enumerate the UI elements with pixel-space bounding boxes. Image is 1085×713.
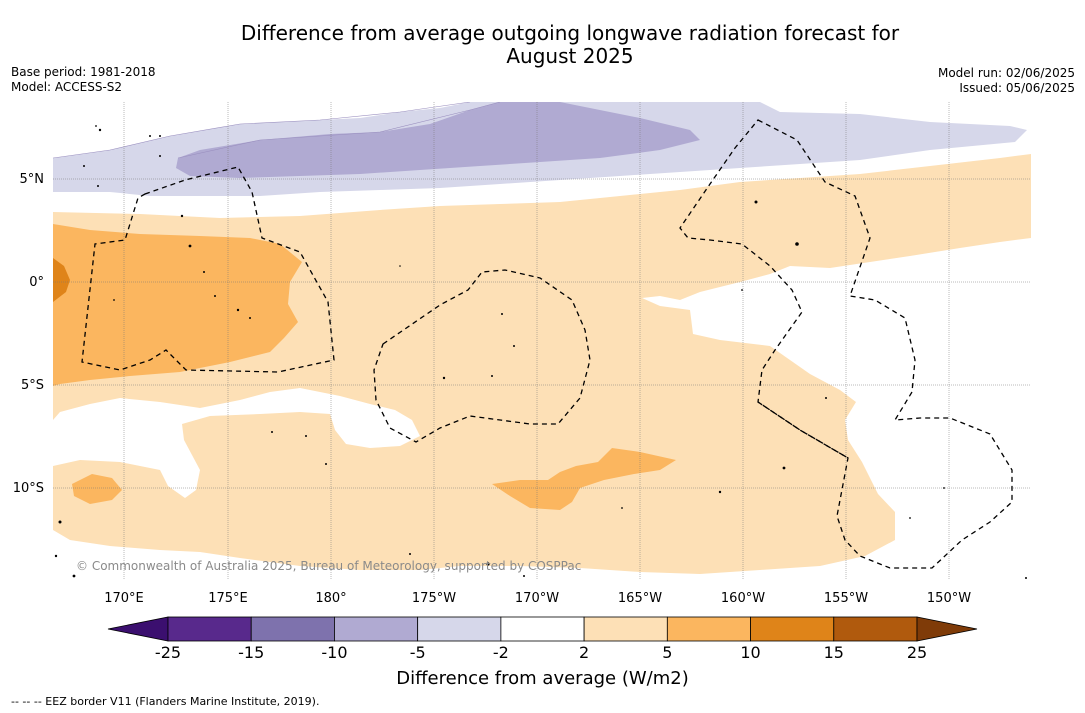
lat-label: 10°S	[13, 481, 44, 496]
colorbar-tick-label: 5	[662, 643, 672, 662]
colorbar-tick-label: -10	[321, 643, 347, 662]
islands	[54, 125, 1027, 579]
gridlines	[53, 102, 1031, 580]
lon-label: 175°W	[412, 591, 456, 606]
eez-border-line-islands	[679, 119, 1013, 569]
colorbar-extend-high	[916, 616, 978, 642]
base-period: Base period: 1981-2018	[11, 65, 156, 79]
lat-labels: 5°N 0° 5°S 10°S	[13, 172, 44, 496]
colorbar-tick-label: -2	[493, 643, 509, 662]
map-area	[53, 102, 1031, 580]
lon-label: 175°E	[208, 591, 248, 606]
lat-label: 5°N	[20, 172, 45, 187]
colorbar-tick-label: -5	[410, 643, 426, 662]
lon-label: 150°W	[927, 591, 971, 606]
colorbar-tick-label: 2	[579, 643, 589, 662]
colorbar-segment	[833, 616, 918, 642]
anomaly-pos-medium-small	[72, 474, 122, 504]
colorbar-segment	[666, 616, 751, 642]
colorbar: -25 -15 -10 -5 -2 2 5 10 15 25	[107, 616, 978, 662]
colorbar-segment	[417, 616, 502, 642]
contour-lines	[53, 102, 501, 159]
lon-label: 160°W	[721, 591, 765, 606]
title-line-1: Difference from average outgoing longwav…	[240, 21, 900, 45]
colorbar-segment	[250, 616, 335, 642]
anomaly-pos-medium-south	[492, 448, 676, 510]
colorbar-tick-label: -15	[238, 643, 264, 662]
anomaly-pos-medium-west	[53, 224, 302, 386]
issued-date: Issued: 05/06/2025	[959, 81, 1075, 95]
lon-labels: 170°E 175°E 180° 175°W 170°W 165°W 160°W 155°W 1…	[104, 591, 971, 606]
colorbar-segment	[334, 616, 419, 642]
anomaly-pos-strong-west	[53, 258, 70, 302]
lon-label: 180°	[315, 591, 346, 606]
colorbar-segment	[583, 616, 668, 642]
colorbar-extend-low	[107, 616, 169, 642]
colorbar-tick-label: 15	[824, 643, 844, 662]
colorbar-title: Difference from average (W/m2)	[396, 668, 689, 689]
anomaly-neg-medium-core	[176, 102, 700, 178]
eez-border-tuvalu	[81, 166, 335, 373]
footnote: -- -- -- EEZ border V11 (Flanders Marine…	[11, 695, 320, 708]
lat-label: 5°S	[21, 378, 44, 393]
chart-title: Difference from average outgoing longwav…	[140, 22, 1000, 68]
colorbar-segment	[167, 616, 252, 642]
lon-label: 170°E	[104, 591, 144, 606]
model-run: Model run: 02/06/2025	[937, 66, 1075, 80]
colorbar-segment	[750, 616, 835, 642]
lon-label: 170°W	[515, 591, 559, 606]
credit-text: © Commonwealth of Australia 2025, Bureau…	[76, 559, 582, 573]
meta-left: Base period: 1981-2018 Model: ACCESS-S2	[11, 65, 156, 95]
colorbar-tick-label: 10	[740, 643, 760, 662]
lat-label: 0°	[29, 275, 44, 290]
colorbar-tick-label: -25	[155, 643, 181, 662]
colorbar-tick-label: 25	[907, 643, 927, 662]
title-line-2: August 2025	[506, 44, 634, 68]
colorbar-segment	[500, 616, 585, 642]
eez-borders	[81, 119, 1013, 569]
lon-label: 165°W	[618, 591, 662, 606]
lon-label: 155°W	[824, 591, 868, 606]
meta-right: Model run: 02/06/2025 Issued: 05/06/2025	[938, 66, 1075, 96]
model-name: Model: ACCESS-S2	[11, 80, 123, 94]
